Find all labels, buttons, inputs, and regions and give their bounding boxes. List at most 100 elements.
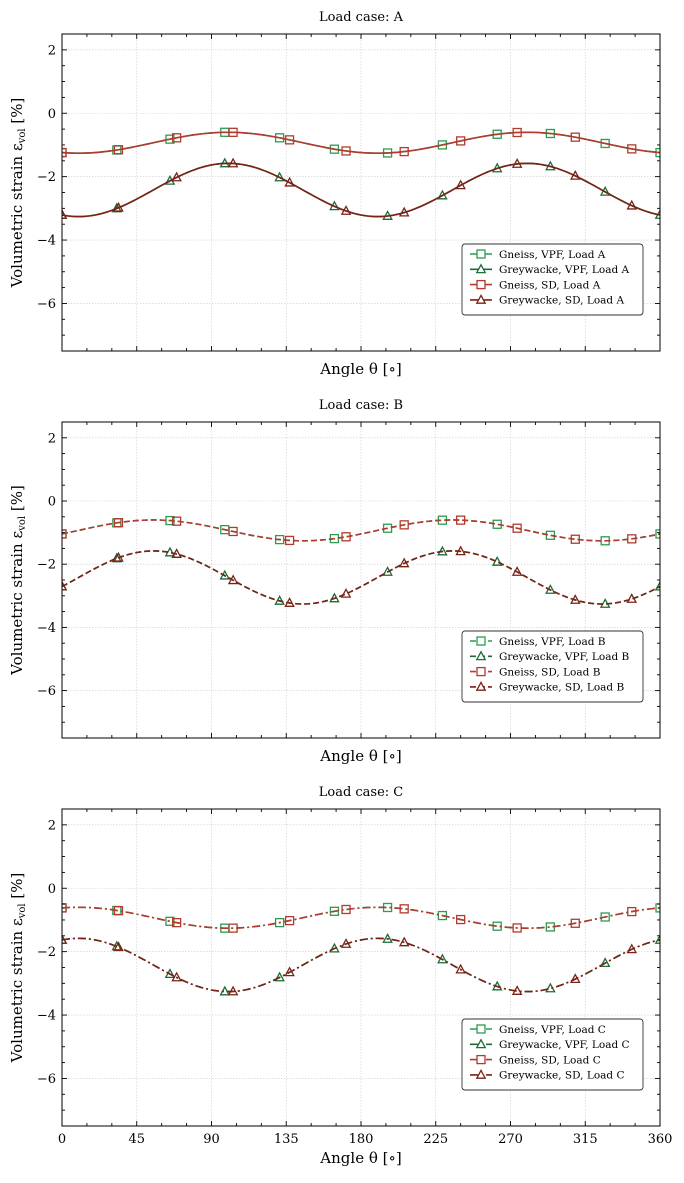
- data-point: [382, 933, 393, 943]
- data-point: [569, 594, 581, 604]
- data-point: [599, 957, 611, 968]
- data-point: [113, 517, 124, 528]
- series-line-3: [62, 519, 660, 542]
- data-point: [455, 963, 466, 974]
- data-point: [627, 144, 637, 154]
- panel-title: Load case: C: [319, 785, 404, 800]
- y-tick-label: −6: [37, 684, 56, 699]
- data-point: [228, 127, 238, 137]
- data-point: [329, 592, 340, 603]
- legend-marker-2: [475, 1038, 487, 1049]
- data-point: [399, 146, 409, 157]
- data-point: [284, 915, 295, 926]
- legend-label-3: Gneiss, SD, Load B: [499, 666, 601, 678]
- data-point: [600, 912, 610, 922]
- data-point: [227, 985, 239, 996]
- y-tick-label: 2: [48, 43, 56, 58]
- y-tick-label: 0: [48, 107, 56, 122]
- data-point: [228, 923, 238, 933]
- data-point: [456, 136, 466, 146]
- data-point: [437, 545, 448, 556]
- data-point: [341, 146, 351, 156]
- data-point: [512, 127, 522, 138]
- data-point: [171, 917, 182, 928]
- panel-title: Load case: B: [319, 398, 403, 413]
- y-tick-label: 0: [48, 882, 56, 897]
- data-point: [570, 918, 580, 928]
- chart-panel-b: −6 −4 −2 0 2 Load case: B Angle θ [∘] Volumetri…: [8, 398, 661, 765]
- legend: Gneiss, VPF, Load C Greywacke, VPF, Load …: [461, 1018, 644, 1091]
- data-point: [113, 201, 124, 212]
- x-axis-label: Angle θ [∘]: [319, 360, 401, 378]
- data-point: [62, 147, 67, 158]
- data-point: [569, 169, 581, 180]
- y-axis-label-subscript: vol: [17, 128, 28, 144]
- legend-marker-3: [476, 279, 486, 290]
- data-point: [274, 971, 285, 982]
- data-point: [171, 971, 182, 982]
- data-point: [654, 934, 660, 944]
- legend-marker-1: [476, 636, 486, 646]
- x-tick-label: 180: [349, 1132, 374, 1147]
- y-axis-label: Volumetric strain εvol [%]: [8, 873, 28, 1064]
- legend-marker-2: [475, 263, 487, 274]
- data-point: [340, 205, 352, 215]
- data-point: [398, 936, 410, 947]
- x-tick-label: 0: [58, 1132, 66, 1147]
- data-point: [456, 515, 466, 525]
- data-point: [627, 906, 637, 917]
- data-point: [511, 566, 523, 576]
- legend-marker-3: [476, 666, 486, 677]
- y-tick-label: 2: [48, 431, 56, 446]
- data-point: [284, 597, 295, 607]
- data-point: [512, 523, 522, 533]
- data-point: [654, 580, 660, 591]
- data-point: [398, 206, 410, 217]
- data-point: [62, 209, 68, 219]
- y-tick-label: 0: [48, 495, 56, 510]
- data-point: [171, 548, 182, 558]
- x-axis-label: Angle θ [∘]: [319, 747, 401, 765]
- data-point: [655, 529, 660, 539]
- legend-label-2: Greywacke, VPF, Load C: [499, 1039, 630, 1051]
- y-axis-label-main: Volumetric strain ε: [8, 143, 26, 288]
- data-point: [62, 903, 67, 913]
- data-point: [512, 923, 522, 933]
- data-point: [62, 529, 67, 539]
- data-point: [341, 904, 351, 915]
- y-axis-label-main: Volumetric strain ε: [8, 531, 26, 676]
- data-point: [655, 903, 660, 913]
- legend-label-3: Gneiss, SD, Load A: [499, 279, 601, 291]
- data-point: [227, 574, 239, 585]
- data-point: [437, 910, 448, 921]
- data-point: [455, 179, 466, 190]
- y-axis-label: Volumetric strain εvol [%]: [8, 485, 28, 676]
- y-tick-label: −4: [37, 1009, 56, 1024]
- data-point: [382, 523, 393, 533]
- data-point: [399, 520, 409, 530]
- data-point: [569, 973, 581, 984]
- legend-label-1: Gneiss, VPF, Load C: [499, 1024, 606, 1036]
- data-point: [62, 580, 68, 591]
- y-axis-label-main: Volumetric strain ε: [8, 918, 26, 1063]
- legend-marker-3: [476, 1054, 486, 1065]
- data-point: [284, 966, 295, 977]
- y-tick-label: −2: [37, 170, 56, 185]
- x-tick-label: 360: [648, 1132, 673, 1147]
- data-point: [627, 534, 637, 544]
- data-point: [171, 516, 182, 526]
- x-axis-label: Angle θ [∘]: [319, 1149, 401, 1167]
- legend-marker-1: [476, 1024, 486, 1034]
- x-tick-label: 135: [274, 1132, 299, 1147]
- series-line-3: [62, 131, 660, 154]
- data-point: [113, 551, 124, 562]
- data-point: [171, 171, 182, 182]
- data-point: [626, 593, 638, 603]
- data-point: [456, 914, 466, 925]
- legend-marker-1: [476, 249, 486, 259]
- y-tick-label: 2: [48, 818, 56, 833]
- legend-label-4: Greywacke, SD, Load A: [499, 295, 624, 307]
- x-tick-label: 45: [128, 1132, 145, 1147]
- data-point: [626, 199, 638, 210]
- data-point: [398, 557, 410, 568]
